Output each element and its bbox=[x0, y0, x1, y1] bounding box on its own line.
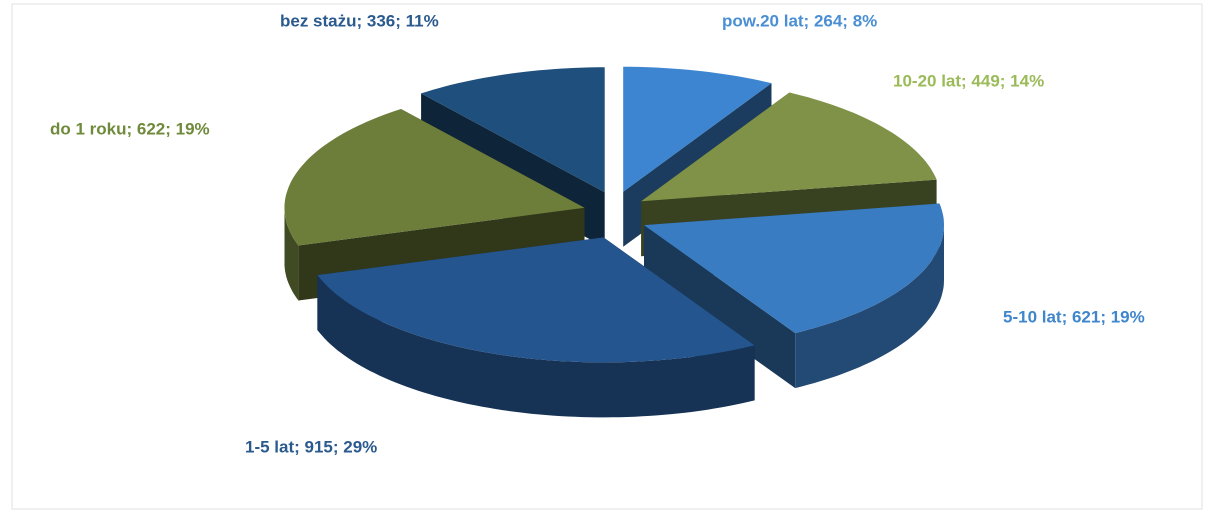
chart-frame bbox=[11, 3, 1203, 510]
data-label: bez stażu; 336; 11% bbox=[280, 11, 439, 30]
slice bbox=[623, 66, 772, 192]
data-label: 5-10 lat; 621; 19% bbox=[1003, 307, 1145, 326]
slice-wall bbox=[284, 207, 299, 301]
slice bbox=[641, 92, 937, 202]
slice-side bbox=[644, 225, 796, 389]
data-label: pow.20 lat; 264; 8% bbox=[722, 11, 877, 30]
data-label: do 1 roku; 622; 19% bbox=[50, 119, 210, 138]
data-label: 10-20 lat; 449; 14% bbox=[893, 71, 1044, 90]
slice-wall bbox=[795, 225, 944, 389]
slice bbox=[284, 109, 585, 246]
data-label: 1-5 lat; 915; 29% bbox=[245, 437, 377, 456]
slice bbox=[644, 203, 944, 334]
slice bbox=[421, 67, 605, 193]
slice bbox=[317, 237, 755, 363]
slice-wall bbox=[317, 275, 755, 418]
